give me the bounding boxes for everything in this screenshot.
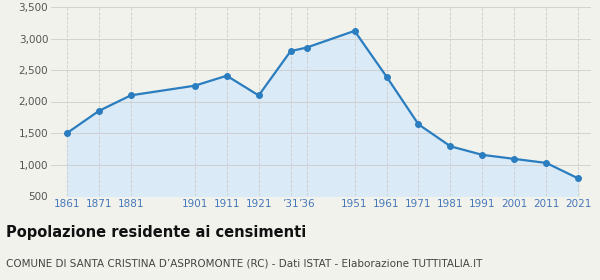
Text: Popolazione residente ai censimenti: Popolazione residente ai censimenti <box>6 225 306 241</box>
Point <box>382 74 391 79</box>
Point <box>509 157 519 161</box>
Point <box>574 176 583 181</box>
Point <box>446 144 455 148</box>
Point <box>94 109 104 113</box>
Point <box>62 131 72 135</box>
Point <box>254 93 263 98</box>
Point <box>126 93 136 97</box>
Text: COMUNE DI SANTA CRISTINA D’ASPROMONTE (RC) - Dati ISTAT - Elaborazione TUTTITALI: COMUNE DI SANTA CRISTINA D’ASPROMONTE (R… <box>6 259 482 269</box>
Point <box>350 29 359 33</box>
Point <box>478 153 487 157</box>
Point <box>286 49 295 53</box>
Point <box>413 122 423 127</box>
Point <box>541 161 551 165</box>
Point <box>222 73 232 78</box>
Point <box>302 45 311 50</box>
Point <box>190 83 200 88</box>
